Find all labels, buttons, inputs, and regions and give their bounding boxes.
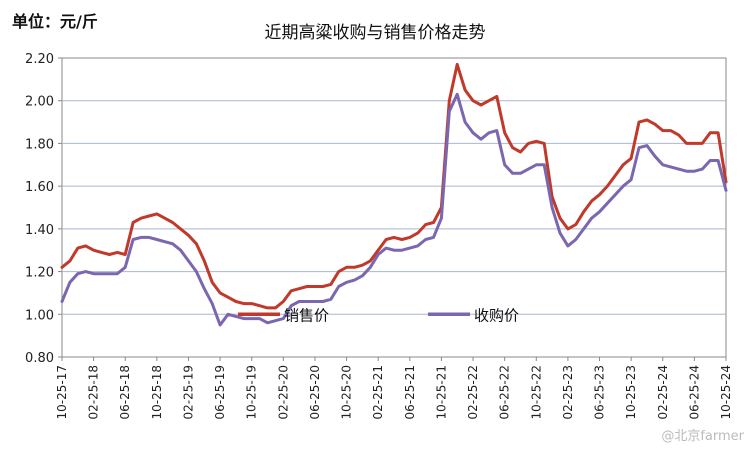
x-tick-label: 10-25-20 <box>340 365 354 419</box>
x-tick-label: 02-25-19 <box>181 365 195 419</box>
x-tick-label: 02-25-21 <box>371 365 385 419</box>
series-line-sell <box>60 62 728 310</box>
y-tick-label: 0.80 <box>25 351 54 366</box>
y-tick-label: 1.80 <box>25 137 54 152</box>
x-tick-label: 10-25-24 <box>719 365 733 419</box>
x-tick-label: 02-25-24 <box>656 365 670 419</box>
x-tick-label: 06-25-19 <box>213 365 227 419</box>
legend-label-buy: 收购价 <box>474 306 519 324</box>
y-tick-label: 1.20 <box>25 266 54 281</box>
x-tick-label: 10-25-21 <box>434 365 448 419</box>
x-tick-label: 10-25-19 <box>245 365 259 419</box>
x-tick-label: 06-25-18 <box>118 365 132 419</box>
y-tick-label: 2.20 <box>25 52 54 67</box>
x-tick-label: 02-25-23 <box>561 365 575 419</box>
x-tick-label: 10-25-17 <box>55 365 69 419</box>
x-tick-label: 06-25-24 <box>687 365 701 419</box>
x-tick-label: 10-25-23 <box>624 365 638 419</box>
y-tick-label: 1.00 <box>25 308 54 323</box>
watermark: @北京farmer <box>661 429 744 444</box>
x-tick-label: 02-25-22 <box>466 365 480 419</box>
series-line-buy <box>60 92 728 327</box>
x-tick-label: 02-25-18 <box>87 365 101 419</box>
x-tick-label: 10-25-22 <box>529 365 543 419</box>
legend-label-sell: 销售价 <box>284 306 329 324</box>
x-tick-label: 06-25-20 <box>308 365 322 419</box>
x-tick-label: 10-25-18 <box>150 365 164 419</box>
x-tick-label: 02-25-20 <box>276 365 290 419</box>
chart-title: 近期高粱收购与销售价格走势 <box>264 23 486 43</box>
y-tick-label: 1.60 <box>25 180 54 195</box>
y-tick-label: 1.40 <box>25 223 54 238</box>
x-tick-label: 06-25-21 <box>403 365 417 419</box>
x-tick-label: 06-25-23 <box>593 365 607 419</box>
x-tick-label: 06-25-22 <box>498 365 512 419</box>
y-tick-label: 2.00 <box>25 95 54 110</box>
unit-label: 单位：元/斤 <box>12 12 98 31</box>
plot-frame <box>61 57 727 358</box>
